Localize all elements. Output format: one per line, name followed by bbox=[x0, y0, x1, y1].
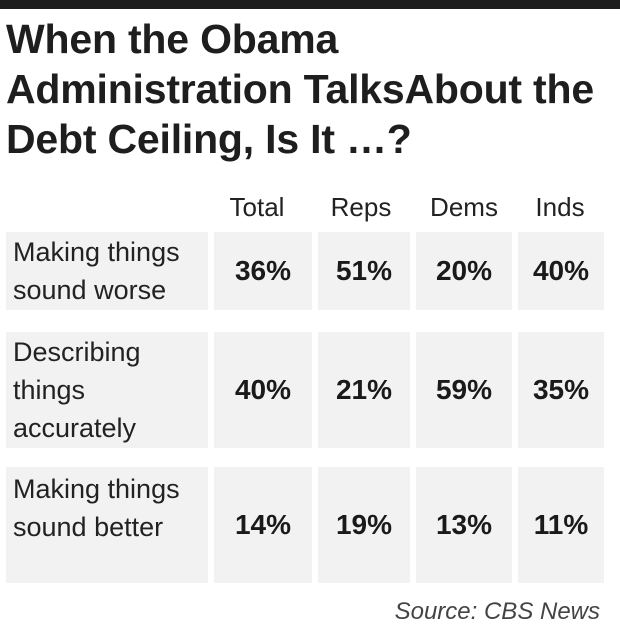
column-header-reps: Reps bbox=[330, 192, 392, 222]
cell-better-dems: 13% bbox=[416, 467, 512, 583]
cell-accurate-total: 40% bbox=[214, 332, 312, 448]
cell-worse-dems: 20% bbox=[416, 232, 512, 310]
cell-accurate-inds: 35% bbox=[518, 332, 604, 448]
cell-better-inds: 11% bbox=[518, 467, 604, 583]
row-label-sound-worse: Making things sound worse bbox=[6, 232, 208, 310]
cell-worse-reps: 51% bbox=[318, 232, 410, 310]
top-bar bbox=[0, 0, 620, 9]
cell-accurate-reps: 21% bbox=[318, 332, 410, 448]
source-note: Source: CBS News bbox=[394, 598, 600, 625]
column-header-inds: Inds bbox=[535, 192, 585, 222]
chart-title: When the Obama Administration TalksAbout… bbox=[6, 16, 594, 162]
cell-better-reps: 19% bbox=[318, 467, 410, 583]
row-label-sound-better: Making things sound better bbox=[6, 467, 208, 583]
row-label-accurately: Describing things accurately bbox=[6, 332, 208, 448]
column-header-total: Total bbox=[229, 192, 285, 222]
column-header-dems: Dems bbox=[430, 192, 498, 222]
cell-better-total: 14% bbox=[214, 467, 312, 583]
cell-worse-total: 36% bbox=[214, 232, 312, 310]
cell-worse-inds: 40% bbox=[518, 232, 604, 310]
cell-accurate-dems: 59% bbox=[416, 332, 512, 448]
